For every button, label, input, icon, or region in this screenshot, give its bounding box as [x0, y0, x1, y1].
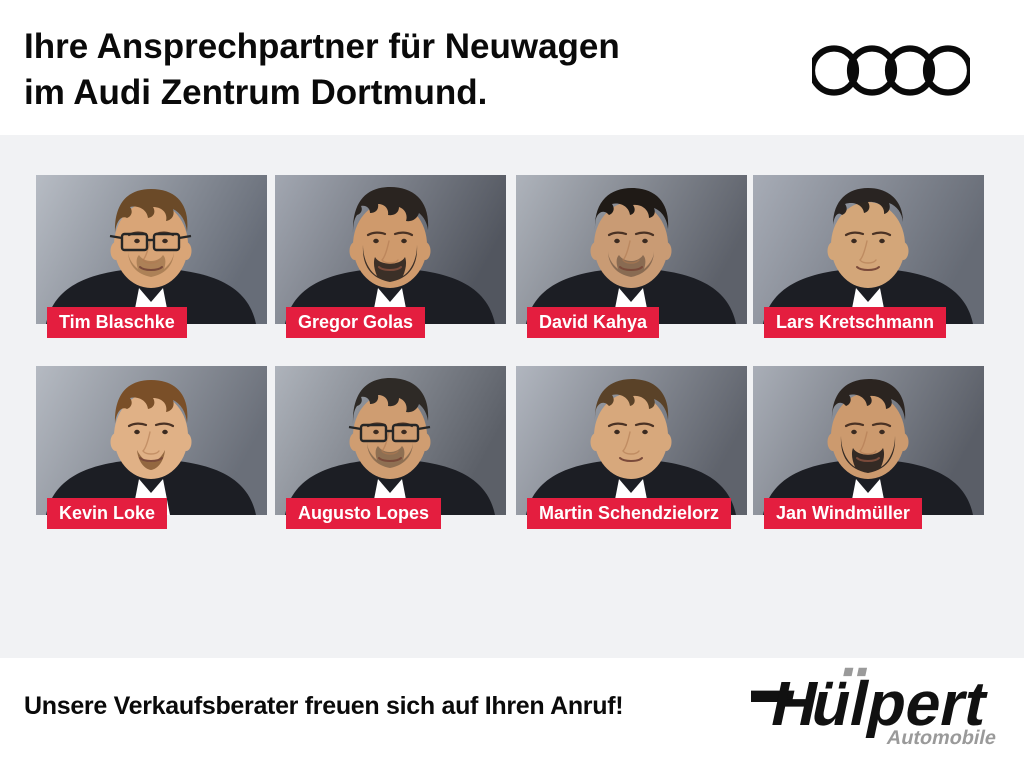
svg-text:Automobile: Automobile: [885, 727, 998, 749]
